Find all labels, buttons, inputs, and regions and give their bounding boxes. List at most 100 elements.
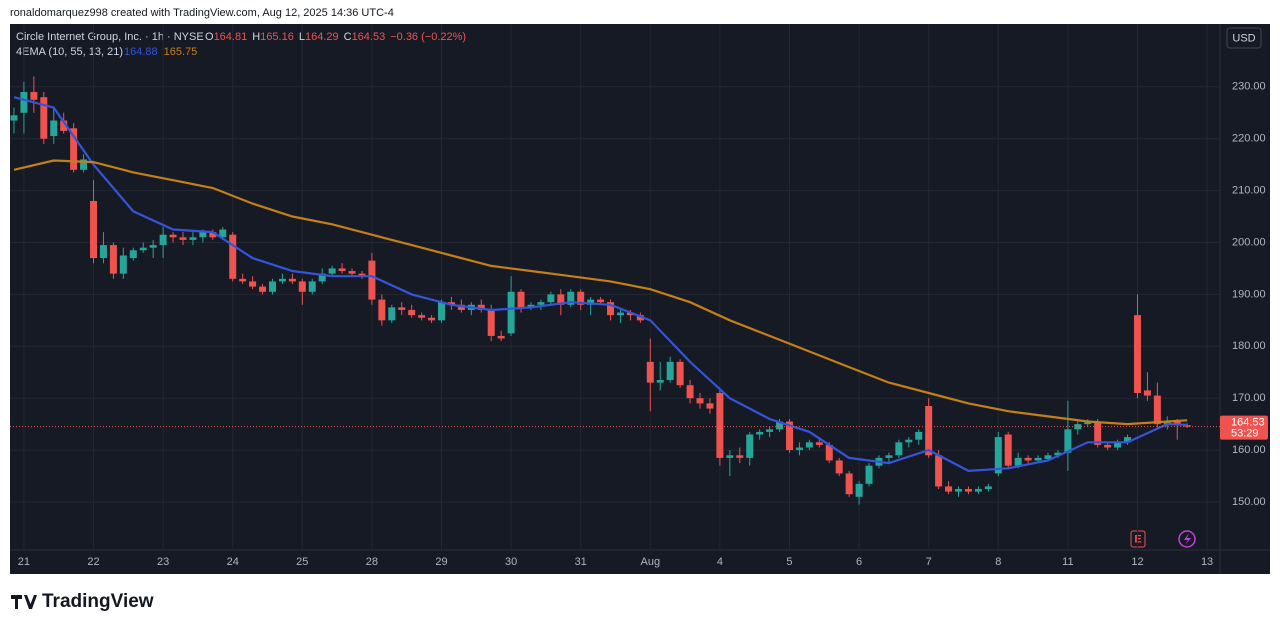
candle-body: [616, 312, 624, 316]
candle-body: [457, 304, 465, 310]
currency-box[interactable]: [1226, 27, 1262, 49]
candle-body: [716, 393, 724, 458]
candle-body: [905, 439, 913, 443]
candle-body: [338, 268, 346, 272]
event-icon[interactable]: [1178, 530, 1196, 548]
candle-body: [378, 299, 386, 321]
candle-body: [895, 442, 903, 456]
x-tick-label: 4: [717, 556, 723, 568]
y-tick-label: 170.00: [1232, 392, 1266, 404]
candle-body: [865, 465, 873, 484]
candle-body: [666, 361, 674, 381]
candle-body: [1024, 457, 1032, 461]
ema-line: [13, 159, 1188, 426]
y-tick-label: 210.00: [1232, 185, 1266, 197]
earnings-box[interactable]: [1130, 530, 1146, 548]
x-tick-label: 22: [87, 556, 99, 568]
ohlc-legend: O164.81 H165.16 L164.29 C164.53 −0.36 (−0.22…: [205, 31, 466, 43]
candle-body: [636, 315, 644, 321]
candle-body: [229, 234, 237, 279]
candle-body: [756, 431, 764, 435]
indicator: 4EMA (10, 55, 13, 21): [16, 46, 123, 58]
candle-body: [646, 361, 654, 383]
candle-body: [935, 455, 943, 487]
y-tick-label: 230.00: [1232, 81, 1266, 93]
candle-body: [298, 281, 306, 292]
candle-body: [109, 245, 117, 274]
candle-body: [1014, 457, 1022, 466]
candle-body: [577, 291, 585, 305]
candle-body: [845, 473, 853, 495]
y-tick-label: 200.00: [1232, 236, 1266, 248]
x-tick-label: 31: [575, 556, 587, 568]
y-tick-label: 160.00: [1232, 444, 1266, 456]
candle-body: [80, 159, 88, 170]
candle-body: [1104, 444, 1112, 448]
candle-body: [1034, 457, 1042, 461]
candle-body: [159, 234, 167, 246]
candle-body: [497, 335, 505, 339]
event-bolt: [1184, 533, 1191, 545]
y-tick-label: 220.00: [1232, 133, 1266, 145]
candle-body: [70, 128, 78, 170]
currency: USD: [1232, 32, 1255, 44]
candle-body: [487, 309, 495, 336]
ema-value: 165.75: [164, 46, 198, 58]
candle-body: [99, 245, 107, 259]
x-tick-label: 13: [1201, 556, 1213, 568]
change: −0.36 (−0.22%): [390, 31, 466, 43]
candle-body: [428, 317, 436, 321]
candle-body: [129, 250, 137, 259]
candle-body: [517, 291, 525, 308]
candle-body: [219, 229, 227, 238]
candle-body: [60, 120, 68, 131]
candle-body: [1183, 425, 1191, 427]
candle-body: [567, 291, 575, 305]
last-price-label: 164.53: [1231, 416, 1265, 428]
candle-body: [656, 380, 664, 383]
candle-body: [1173, 421, 1181, 425]
candle-body: [1044, 455, 1052, 459]
brand-logo: [11, 595, 37, 609]
candle-body: [1153, 395, 1161, 425]
candle-body: [547, 294, 555, 303]
x-tick-label: 24: [227, 556, 239, 568]
candle-body: [10, 115, 18, 121]
candle-body: [974, 489, 982, 492]
last-price-box: [1220, 415, 1268, 440]
candle-body: [795, 447, 803, 451]
candle-body: [706, 403, 714, 409]
candle-body: [825, 444, 833, 461]
candle-body: [388, 307, 396, 321]
candle-body: [537, 302, 545, 305]
x-tick-label: 23: [157, 556, 169, 568]
x-tick-label: 11: [1062, 556, 1073, 568]
credit: ronaldomarquez998 created with TradingVi…: [10, 7, 394, 19]
candle-body: [40, 97, 48, 139]
brand: TradingView: [42, 591, 154, 612]
candle-body: [1094, 421, 1102, 445]
candle-body: [209, 232, 217, 238]
candle-body: [328, 268, 336, 274]
candle-body: [1114, 442, 1122, 448]
candle-body: [607, 302, 615, 316]
x-tick-label: 29: [435, 556, 447, 568]
candle-body: [1143, 390, 1151, 396]
countdown: 53:29: [1231, 427, 1259, 439]
candle-body: [776, 421, 784, 430]
ohlc-prefix: L: [299, 31, 305, 43]
ohlc-value: 165.16: [260, 31, 294, 43]
candle-body: [368, 260, 376, 300]
x-tick-label: Aug: [641, 556, 661, 568]
candle-body: [149, 245, 157, 248]
ema-legend: 164.88 165.75: [124, 46, 197, 58]
plot: [10, 24, 1220, 550]
candle-body: [766, 429, 774, 432]
x-tick-label: 25: [296, 556, 308, 568]
candle-body: [915, 431, 923, 440]
candle-body: [557, 294, 565, 305]
ohlc-value: 164.53: [352, 31, 386, 43]
candle-body: [726, 455, 734, 458]
candle-body: [1064, 429, 1072, 453]
